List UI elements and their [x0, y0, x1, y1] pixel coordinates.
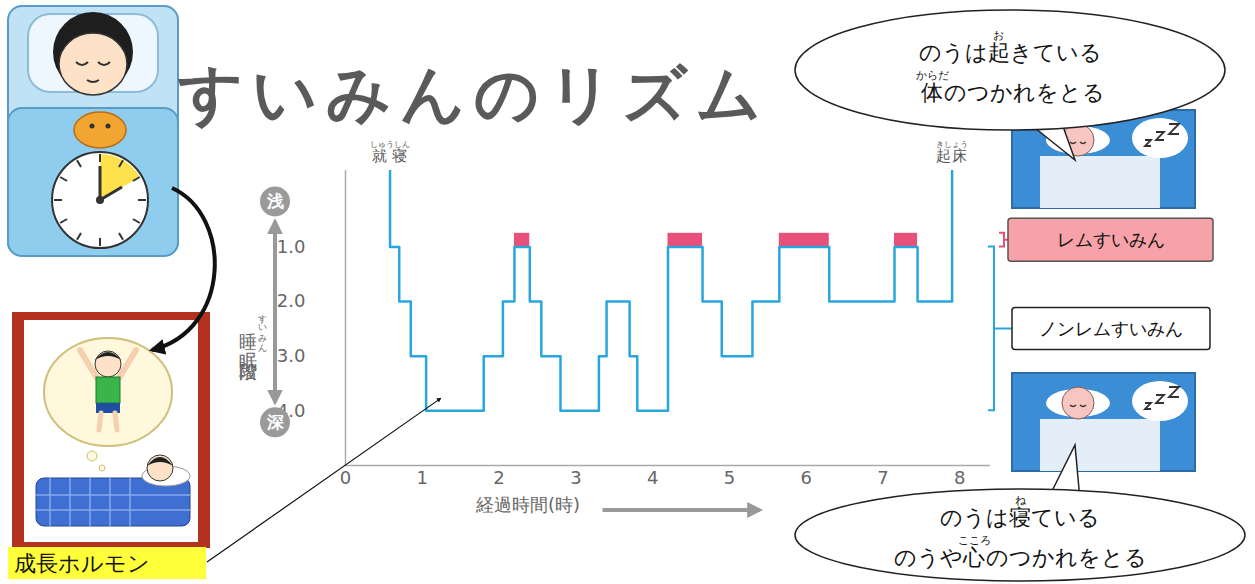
html-text:睡: 睡	[238, 308, 259, 329]
svg-text:8: 8	[954, 467, 965, 488]
html-text:すい: すい	[257, 308, 268, 329]
svg-text:経過時間(時): 経過時間(時)	[475, 494, 580, 515]
html-text:段階: 段階	[238, 348, 259, 349]
html-text:のつかれをとる: のつかれをとる	[985, 545, 1147, 570]
svg-text:浅: 浅	[266, 191, 284, 211]
svg-text:2.0: 2.0	[277, 290, 306, 311]
html-text:のうや: のうや	[893, 545, 963, 570]
svg-text:4: 4	[647, 467, 658, 488]
html-text:みん: みん	[257, 328, 268, 349]
svg-text:1: 1	[417, 467, 428, 488]
svg-text:3: 3	[570, 467, 581, 488]
html-text:すいみんのリズム: すいみんのリズム	[178, 57, 770, 131]
svg-text:ノンレムすいみん: ノンレムすいみん	[1039, 318, 1183, 339]
html-text:心: 心	[957, 545, 991, 570]
svg-text:2: 2	[493, 467, 504, 488]
svg-text:6: 6	[800, 467, 811, 488]
html-text:眠: 眠	[238, 328, 259, 349]
html-text:お: お	[987, 28, 1010, 42]
svg-text:4.0: 4.0	[277, 400, 306, 421]
html-text:きしょう: きしょう	[935, 140, 968, 149]
html-text:体: 体	[915, 80, 949, 105]
html-text:ている: ている	[1031, 504, 1100, 530]
svg-text:レムすいみん: レムすいみん	[1057, 229, 1165, 250]
html-text:のうは寝: のうは寝	[940, 504, 1031, 530]
svg-text:1.0: 1.0	[277, 236, 306, 257]
html-text:就寝: 就寝	[369, 147, 410, 165]
svg-text:深: 深	[266, 412, 285, 432]
html-text:しゅうしん: しゅうしん	[369, 140, 410, 149]
svg-text:0: 0	[340, 467, 351, 488]
svg-text:7: 7	[877, 467, 888, 488]
html-text:のうは起: のうは起	[918, 39, 1010, 65]
svg-text:3.0: 3.0	[277, 345, 306, 366]
html-text:こころ: こころ	[957, 534, 991, 547]
svg-text:成長ホルモン: 成長ホルモン	[14, 551, 150, 576]
html-text:きている: きている	[1009, 39, 1102, 65]
svg-text:5: 5	[724, 467, 735, 488]
html-text:からだ: からだ	[915, 69, 949, 82]
html-text:起床: 起床	[935, 147, 968, 165]
html-text:のつかれをとる: のつかれをとる	[943, 80, 1105, 105]
html-text:ね: ね	[1009, 493, 1031, 507]
